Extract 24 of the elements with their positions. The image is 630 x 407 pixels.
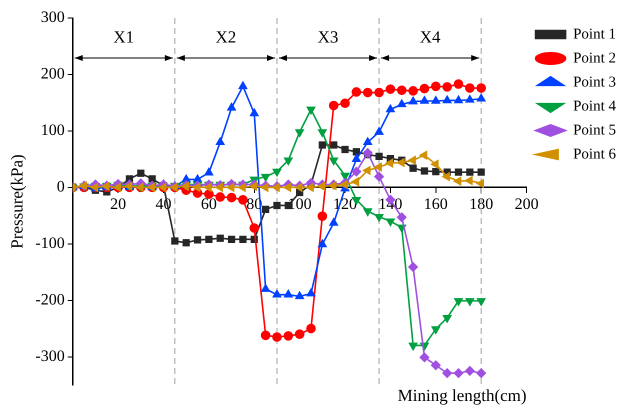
y-tick-label: 300 <box>40 9 65 26</box>
y-tick-label: -100 <box>35 235 65 252</box>
x-tick-label: 180 <box>469 196 494 214</box>
y-tick-label: -200 <box>35 292 65 309</box>
legend-label: Point 3 <box>573 74 616 90</box>
legend-label: Point 5 <box>573 122 616 138</box>
y-tick-label: 100 <box>40 122 65 140</box>
x-tick-label: 20 <box>110 196 126 214</box>
x-tick-label: 200 <box>514 196 539 214</box>
annotation: X4 <box>420 27 442 46</box>
x-axis-title: Mining length(cm) <box>398 386 527 405</box>
legend-label: Point 4 <box>573 98 616 114</box>
x-tick-label: 160 <box>424 196 448 214</box>
x-tick-label: 60 <box>200 196 217 214</box>
annotation: X3 <box>318 27 338 46</box>
y-tick-label: 200 <box>40 66 65 83</box>
y-tick-label: 0 <box>56 178 65 196</box>
legend-label: Point 2 <box>573 50 616 66</box>
annotation: X1 <box>113 27 134 46</box>
annotation: X2 <box>216 27 236 46</box>
y-tick-label: -300 <box>35 348 65 365</box>
y-axis-title: Pressure(kPa) <box>8 154 27 249</box>
legend-label: Point 1 <box>573 26 616 42</box>
legend-label: Point 6 <box>573 146 616 162</box>
